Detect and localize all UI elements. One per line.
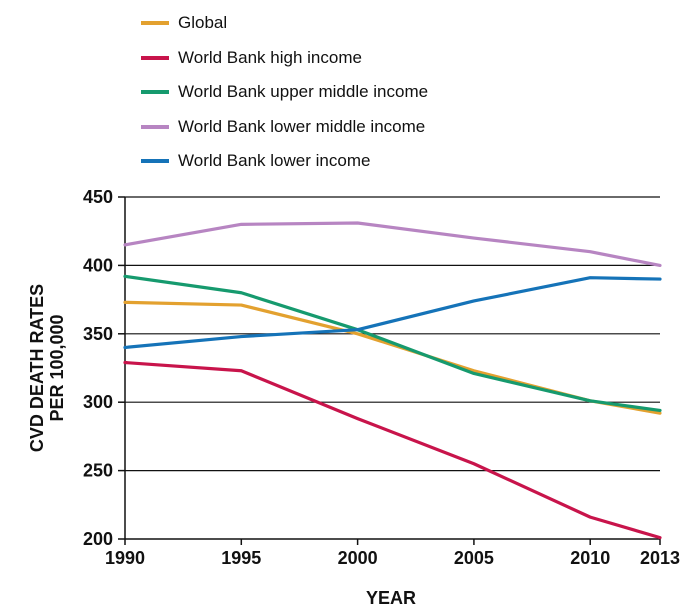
grid-layer bbox=[125, 196, 660, 472]
x-axis-title: YEAR bbox=[366, 588, 416, 608]
y-axis-title-line-2: PER 100,000 bbox=[47, 314, 67, 421]
legend-label: World Bank upper middle income bbox=[178, 82, 429, 102]
legend-swatch bbox=[141, 21, 169, 26]
series-line bbox=[123, 276, 662, 350]
y-tick-label: 400 bbox=[83, 255, 113, 275]
legend-swatch bbox=[141, 124, 169, 129]
y-tick-label: 350 bbox=[83, 324, 113, 344]
legend-label: World Bank lower middle income bbox=[178, 116, 426, 136]
x-tick-label: 1990 bbox=[105, 548, 145, 568]
x-tick-label: 2005 bbox=[454, 548, 494, 568]
x-tick-label: 2013 bbox=[640, 548, 680, 568]
legend-item: World Bank high income bbox=[141, 41, 428, 76]
legend-label: World Bank high income bbox=[178, 47, 362, 67]
series-line bbox=[123, 300, 662, 415]
legend-item: Global bbox=[141, 6, 428, 41]
series-line bbox=[123, 221, 662, 267]
series-line bbox=[123, 360, 662, 540]
y-axis-title-line-1: CVD DEATH RATES bbox=[27, 284, 47, 452]
legend-item: World Bank lower income bbox=[141, 144, 428, 179]
legend-swatch bbox=[141, 159, 169, 164]
legend-swatch bbox=[141, 55, 169, 60]
legend-item: World Bank lower middle income bbox=[141, 110, 428, 145]
legend: Global World Bank high income World Bank… bbox=[141, 6, 428, 179]
legend-label: Global bbox=[178, 13, 228, 33]
series-layer bbox=[123, 221, 662, 540]
label-layer: YEAR CVD DEATH RATES PER 100,000 bbox=[27, 284, 416, 608]
legend-swatch bbox=[141, 90, 169, 95]
x-tick-label: 1995 bbox=[221, 548, 261, 568]
x-tick-label: 2000 bbox=[338, 548, 378, 568]
y-tick-label: 450 bbox=[83, 187, 113, 207]
axis-layer: 200 250 300 350 400 450 1990 1995 2000 2005 2010 20… bbox=[83, 187, 680, 568]
legend-item: World Bank upper middle income bbox=[141, 75, 428, 110]
y-tick-label: 250 bbox=[83, 461, 113, 481]
legend-label: World Bank lower income bbox=[178, 151, 371, 171]
y-tick-label: 300 bbox=[83, 392, 113, 412]
y-tick-label: 200 bbox=[83, 529, 113, 549]
x-tick-label: 2010 bbox=[570, 548, 610, 568]
series-line bbox=[123, 274, 662, 413]
